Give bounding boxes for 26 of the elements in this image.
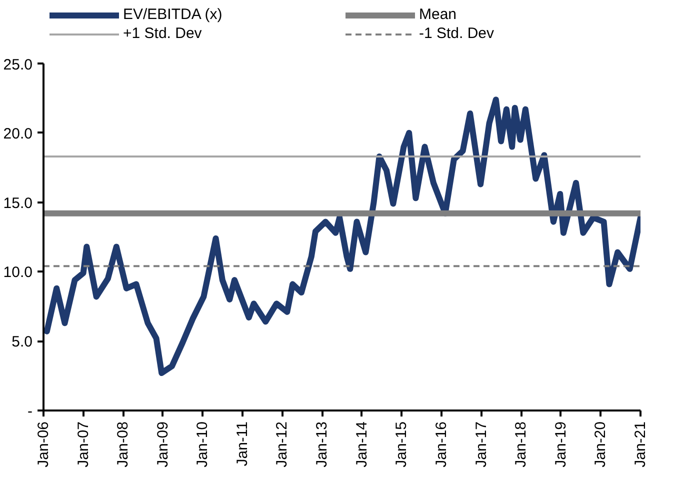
x-tick-label: Jan-15 <box>393 421 410 468</box>
x-tick-label: Jan-10 <box>194 421 212 468</box>
legend-label: Mean <box>419 6 458 23</box>
x-tick-label: Jan-13 <box>314 421 331 468</box>
x-tick-label: Jan-19 <box>552 421 570 468</box>
x-tick-label: Jan-11 <box>234 421 251 466</box>
x-tick-label: Jan-18 <box>512 421 530 468</box>
x-tick-label: Jan-12 <box>274 421 291 468</box>
y-tick-label: 10.0 <box>3 264 33 282</box>
y-tick-label: 15.0 <box>3 194 33 212</box>
x-tick-label: Jan-21 <box>632 421 649 468</box>
y-tick-label: 25.0 <box>3 56 33 74</box>
x-tick-label: Jan-14 <box>353 421 370 468</box>
y-tick-label: - <box>28 403 33 420</box>
legend-label: -1 Std. Dev <box>419 25 496 42</box>
legend-label: EV/EBITDA (x) <box>123 6 224 23</box>
y-tick-label: 5.0 <box>12 334 33 351</box>
legend-label: +1 Std. Dev <box>123 25 203 42</box>
x-tick-label: Jan-08 <box>114 421 132 468</box>
x-tick-label: Jan-20 <box>592 421 610 468</box>
x-tick-label: Jan-07 <box>74 421 92 468</box>
x-tick-label: Jan-17 <box>472 421 490 468</box>
y-tick-label: 20.0 <box>3 125 33 142</box>
x-tick-label: Jan-16 <box>432 421 450 468</box>
x-tick-label: Jan-09 <box>154 421 172 468</box>
x-tick-label: Jan-06 <box>35 421 52 468</box>
